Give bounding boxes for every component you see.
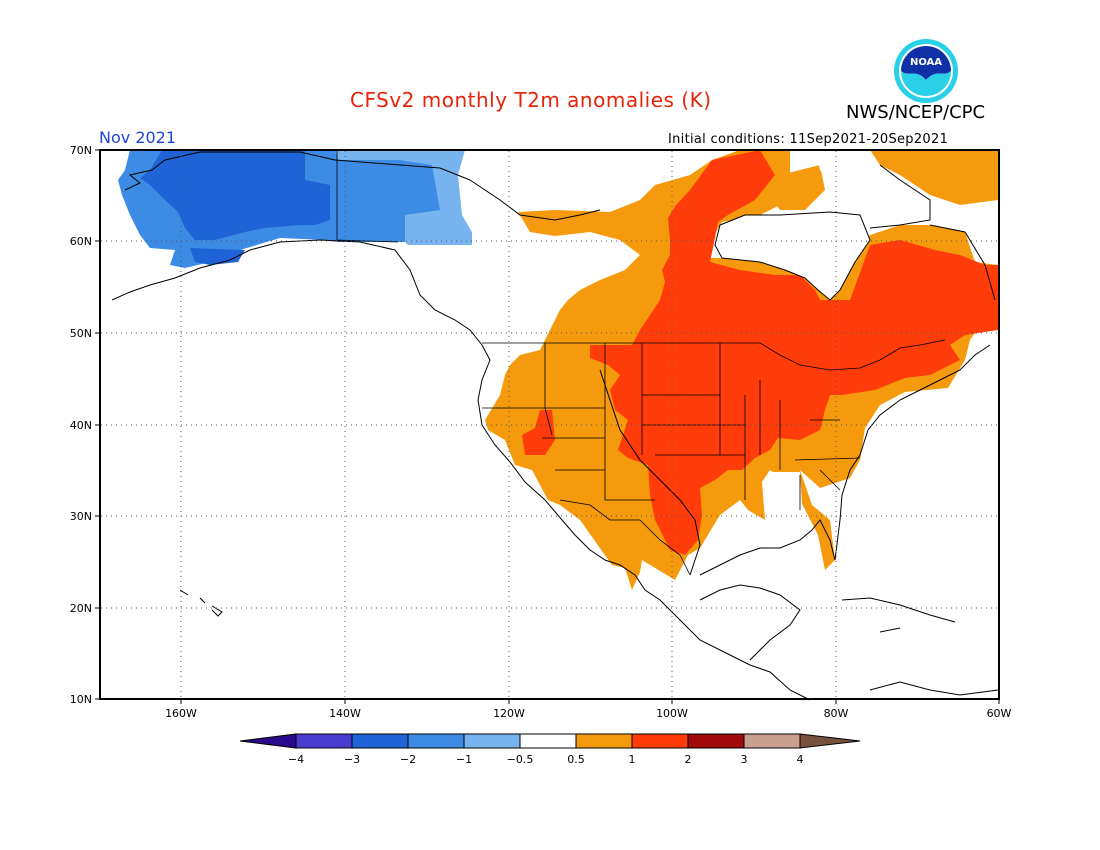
lat-tick-label: 60N [70,235,92,248]
colorbar-tick-label: −0.5 [507,753,534,766]
lon-tick-label: 120W [493,707,525,720]
colorbar-cell [239,733,297,749]
colorbar-cell [351,733,409,749]
colorbar-cell [631,733,689,749]
colorbar-tick-label: 2 [685,753,692,766]
lon-tick-label: 60W [987,707,1012,720]
region-alaska-strong-cold-2 [190,248,245,265]
colorbar-tick-label: 1 [629,753,636,766]
colorbar-cell [407,733,465,749]
colorbar-cell [799,733,861,749]
region-central-us-canada-warm [590,150,998,555]
forecast-period: Nov 2021 [99,128,177,147]
colorbar-cell [519,733,577,749]
noaa-logo-text: NOAA [910,57,942,68]
anomaly-fills [118,150,998,590]
colorbar-cell [575,733,633,749]
region-nevada-warm [522,410,555,455]
noaa-logo: NOAA [894,39,958,103]
colorbar-cell [743,733,801,749]
lat-tick-label: 50N [70,327,92,340]
colorbar-tick-label: −1 [456,753,472,766]
region-southeast-neutral [772,472,802,510]
lat-axis: 70N 60N 50N 40N 30N 20N 10N [70,144,100,706]
colorbar-tick-label: −3 [344,753,360,766]
map-title: CFSv2 monthly T2m anomalies (K) [350,88,712,112]
agency-label: NWS/NCEP/CPC [846,102,986,123]
colorbar-tick-label: 4 [797,753,804,766]
lat-tick-label: 10N [70,693,92,706]
colorbar-cell [687,733,745,749]
initial-conditions: Initial conditions: 11Sep2021-20Sep2021 [668,132,949,147]
region-nw-canada-warm [760,165,825,210]
lon-tick-label: 100W [656,707,688,720]
region-alaska-strong-cold [140,150,330,240]
lon-tick-label: 80W [824,707,849,720]
lat-tick-label: 70N [70,144,92,157]
political-borders [336,150,946,576]
lat-tick-label: 30N [70,510,92,523]
colorbar-cell [295,733,353,749]
colorbar-tick-label: −2 [400,753,416,766]
colorbar-tick-label: 0.5 [567,753,585,766]
region-baffin-neutral [815,150,930,235]
lat-tick-label: 20N [70,602,92,615]
lat-tick-label: 40N [70,419,92,432]
colorbar-labels: −4 −3 −2 −1 −0.5 0.5 1 2 3 4 [288,753,804,766]
lon-tick-label: 140W [329,707,361,720]
colorbar-cell [463,733,521,749]
lon-tick-label: 160W [165,707,197,720]
region-hudson-bay-neutral [715,212,870,300]
coastlines [111,151,999,701]
region-ne-canada-warm [865,150,998,205]
colorbar-tick-label: 3 [741,753,748,766]
colorbar-tick-label: −4 [288,753,304,766]
colorbar [239,733,861,749]
gridlines [101,151,998,698]
lon-axis: 160W 140W 120W 100W 80W 60W [165,699,1012,720]
